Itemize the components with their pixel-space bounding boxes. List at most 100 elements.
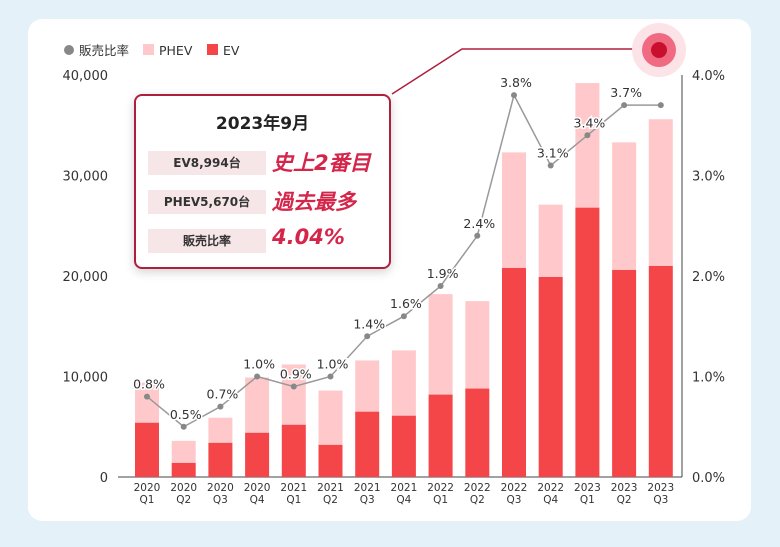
x-tick-label-year: 2023 xyxy=(574,482,601,494)
x-tick-label-year: 2020 xyxy=(170,482,197,494)
x-tick-label-quarter: Q1 xyxy=(286,494,301,506)
ratio-point xyxy=(511,92,517,99)
x-tick-label-quarter: Q4 xyxy=(250,494,265,506)
ratio-point xyxy=(657,102,664,109)
x-tick-label-quarter: Q2 xyxy=(617,494,632,506)
legend-ratio-label: 販売比率 xyxy=(79,43,129,58)
x-tick-label-quarter: Q3 xyxy=(360,494,375,506)
callout-row-label: 販売比率 xyxy=(148,229,266,253)
ratio-point xyxy=(254,373,261,380)
y-right-tick-label: 1.0% xyxy=(692,371,725,386)
ratio-point xyxy=(474,232,481,239)
ratio-data-label: 3.4% xyxy=(574,115,606,130)
x-tick-label-quarter: Q3 xyxy=(507,494,522,506)
ratio-point xyxy=(547,162,554,169)
ratio-point xyxy=(144,393,150,400)
ratio-point xyxy=(290,383,297,390)
bar-phev xyxy=(502,152,526,268)
bar-phev xyxy=(171,440,196,463)
x-tick-label-year: 2021 xyxy=(391,482,418,494)
ratio-data-label: 1.4% xyxy=(353,316,385,331)
ratio-point xyxy=(584,132,591,139)
x-tick-label-year: 2022 xyxy=(501,482,528,494)
bar-phev xyxy=(648,119,673,266)
ratio-point xyxy=(621,102,628,109)
x-tick-label-quarter: Q3 xyxy=(213,494,228,506)
x-tick-label-year: 2022 xyxy=(427,482,454,494)
bar-phev xyxy=(391,350,416,416)
bar-ev xyxy=(355,411,380,477)
bar-ev xyxy=(612,269,637,477)
ratio-data-label: 1.6% xyxy=(390,296,422,311)
x-tick-label-year: 2021 xyxy=(354,482,381,494)
ratio-point xyxy=(180,423,187,430)
x-tick-label-quarter: Q2 xyxy=(470,494,485,506)
bar-ev xyxy=(171,462,196,477)
bar-ev xyxy=(538,277,563,477)
bar-ev xyxy=(648,265,673,477)
bar-phev xyxy=(245,377,270,433)
bar-phev xyxy=(428,294,453,395)
x-tick-label-quarter: Q4 xyxy=(543,494,558,506)
legend-ratio-marker xyxy=(64,45,74,55)
bar-ev xyxy=(281,424,306,477)
x-tick-label-year: 2020 xyxy=(207,482,234,494)
ratio-data-label: 1.9% xyxy=(427,266,459,281)
callout-connector xyxy=(391,48,640,95)
x-tick-label-year: 2023 xyxy=(647,482,674,494)
ratio-data-label: 1.0% xyxy=(317,357,349,372)
ratio-point xyxy=(400,313,407,320)
bar-ev xyxy=(318,444,343,477)
bar-ev xyxy=(208,442,233,477)
bar-phev xyxy=(318,390,343,445)
x-tick-label-year: 2020 xyxy=(244,482,271,494)
callout-row-value: 過去最多 xyxy=(272,190,356,214)
ratio-data-label: 1.0% xyxy=(243,357,275,372)
x-tick-label-quarter: Q1 xyxy=(580,494,595,506)
legend-phev-swatch xyxy=(143,44,154,55)
bar-phev xyxy=(465,301,490,389)
highlight-dot xyxy=(651,42,667,58)
y-left-tick-label: 20,000 xyxy=(63,270,109,285)
x-tick-label-year: 2021 xyxy=(280,482,307,494)
x-tick-label-quarter: Q1 xyxy=(140,494,155,506)
ratio-data-label: 0.9% xyxy=(280,367,312,382)
y-right-tick-label: 2.0% xyxy=(692,270,725,285)
ratio-data-label: 0.5% xyxy=(170,407,202,422)
ratio-data-label: 2.4% xyxy=(463,216,495,231)
bar-ev xyxy=(575,207,600,477)
bar-phev xyxy=(612,142,637,270)
ratio-data-label: 3.7% xyxy=(610,85,642,100)
callout-date: 2023年9月 xyxy=(215,114,310,134)
ratio-data-label: 0.8% xyxy=(133,377,165,392)
x-tick-label-year: 2022 xyxy=(537,482,564,494)
bar-phev xyxy=(575,83,600,208)
callout-box: 2023年9月 EV8,994台 史上2番目 PHEV5,670台 過去最多 販… xyxy=(134,94,391,269)
bar-phev xyxy=(208,417,233,443)
x-tick-label-year: 2023 xyxy=(611,482,638,494)
legend-ev-label: EV xyxy=(223,43,240,58)
bar-ev xyxy=(245,432,270,477)
y-right-tick-label: 0.0% xyxy=(692,471,725,486)
bar-ev xyxy=(502,267,526,477)
bar-ev xyxy=(135,422,159,477)
bar-phev xyxy=(355,360,380,412)
bar-ev xyxy=(465,388,490,477)
bar-ev xyxy=(391,415,416,477)
x-tick-label-year: 2022 xyxy=(464,482,491,494)
x-tick-label-year: 2021 xyxy=(317,482,344,494)
callout-row-value: 4.04% xyxy=(272,225,345,249)
bar-ev xyxy=(428,394,453,477)
callout-row-label: EV8,994台 xyxy=(148,151,266,175)
legend-ev-swatch xyxy=(207,44,218,55)
ratio-point xyxy=(217,403,224,410)
ratio-point xyxy=(364,333,371,340)
callout-row-label: PHEV5,670台 xyxy=(148,190,266,214)
y-right-tick-label: 3.0% xyxy=(692,170,725,185)
x-tick-label-quarter: Q4 xyxy=(396,494,411,506)
legend-phev-label: PHEV xyxy=(159,43,193,58)
y-left-tick-label: 30,000 xyxy=(63,170,109,185)
x-tick-label-quarter: Q2 xyxy=(323,494,338,506)
x-tick-label-year: 2020 xyxy=(134,482,161,494)
